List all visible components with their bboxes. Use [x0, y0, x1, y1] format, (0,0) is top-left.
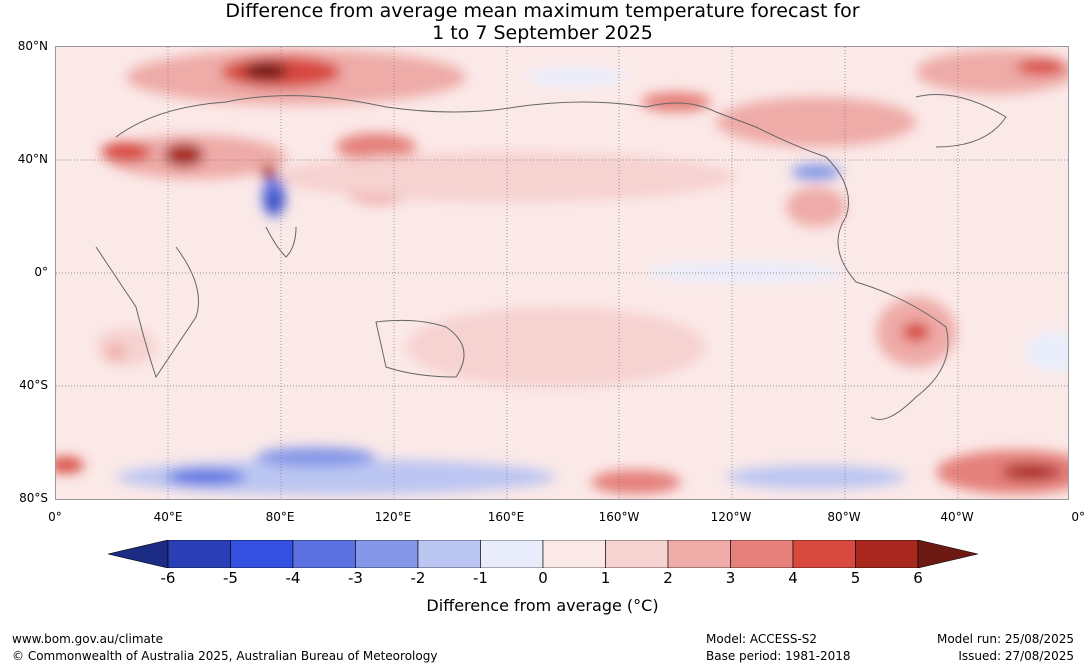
colorbar-tick: 3 [725, 569, 736, 587]
colorbar-tick: -6 [160, 569, 176, 587]
footer-right: Model run: 25/08/2025 Issued: 27/08/2025 [900, 631, 1074, 665]
colorbar-arrow-low [107, 539, 169, 569]
colorbar-swatch [667, 539, 731, 569]
colorbar-swatch [542, 539, 606, 569]
lon-label-120w: 120°W [710, 510, 752, 524]
colorbar-tick: -4 [285, 569, 301, 587]
colorbar-tick: 1 [600, 569, 611, 587]
map-canvas [56, 47, 1068, 499]
lon-label-120e: 120°E [374, 510, 412, 524]
lat-label-40s: 40°S [19, 378, 48, 392]
website-link[interactable]: www.bom.gov.au/climate [12, 632, 163, 646]
colorbar-swatch [730, 539, 794, 569]
lon-label-40w: 40°W [940, 510, 974, 524]
colorbar-tick: -5 [223, 569, 238, 587]
colorbar-arrow-high [917, 539, 979, 569]
colorbar-swatch [230, 539, 294, 569]
colorbar-swatch [480, 539, 544, 569]
lat-label-80n: 80°N [17, 39, 48, 53]
colorbar-swatch [292, 539, 356, 569]
model-run-text: Model run: 25/08/2025 [936, 632, 1074, 646]
colorbar-swatch [605, 539, 669, 569]
title-line-1: Difference from average mean maximum tem… [225, 0, 860, 22]
colorbar-tick: 6 [913, 569, 923, 587]
issued-text: Issued: 27/08/2025 [958, 649, 1074, 663]
colorbar-tick: 2 [663, 569, 673, 587]
model-text: Model: ACCESS-S2 [706, 632, 818, 646]
colorbar-tick: -3 [348, 569, 363, 587]
lon-label-160w: 160°W [598, 510, 640, 524]
lon-label-0-east: 0° [1071, 510, 1085, 524]
lon-label-0: 0° [48, 510, 62, 524]
colorbar-swatch [417, 539, 481, 569]
colorbar-tick: 4 [788, 569, 798, 587]
lon-label-160e: 160°E [487, 510, 525, 524]
lon-label-80w: 80°W [827, 510, 861, 524]
base-period-text: Base period: 1981-2018 [706, 649, 851, 663]
colorbar-swatches [107, 539, 979, 569]
footer-middle: Model: ACCESS-S2 Base period: 1981-2018 [706, 631, 851, 665]
colorbar-swatch [855, 539, 919, 569]
colorbar [107, 539, 979, 572]
lon-label-80e: 80°E [265, 510, 295, 524]
map-title: Difference from average mean maximum tem… [0, 0, 1085, 44]
colorbar-tick: 5 [850, 569, 861, 587]
colorbar-tick: -1 [473, 569, 488, 587]
lat-label-0: 0° [34, 265, 48, 279]
colorbar-swatch [167, 539, 231, 569]
title-line-2: 1 to 7 September 2025 [432, 22, 653, 44]
footer-left: www.bom.gov.au/climate © Commonwealth of… [12, 631, 437, 665]
colorbar-swatch [355, 539, 419, 569]
lat-label-80s: 80°S [19, 491, 48, 505]
colorbar-label: Difference from average (°C) [426, 596, 659, 615]
lon-label-40e: 40°E [153, 510, 183, 524]
lat-label-40n: 40°N [17, 152, 48, 166]
colorbar-swatch [792, 539, 856, 569]
copyright-text: © Commonwealth of Australia 2025, Austra… [12, 649, 438, 663]
temperature-anomaly-map [55, 46, 1069, 500]
colorbar-tick: 0 [538, 569, 548, 587]
colorbar-tick: -2 [410, 569, 426, 587]
